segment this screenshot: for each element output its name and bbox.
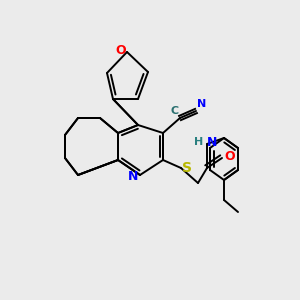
- Text: O: O: [224, 151, 235, 164]
- Text: N: N: [207, 136, 217, 148]
- Text: H: H: [194, 137, 204, 147]
- Text: S: S: [182, 161, 192, 175]
- Text: N: N: [128, 169, 138, 182]
- Text: O: O: [116, 44, 126, 58]
- Text: N: N: [197, 99, 206, 109]
- Text: C: C: [171, 106, 179, 116]
